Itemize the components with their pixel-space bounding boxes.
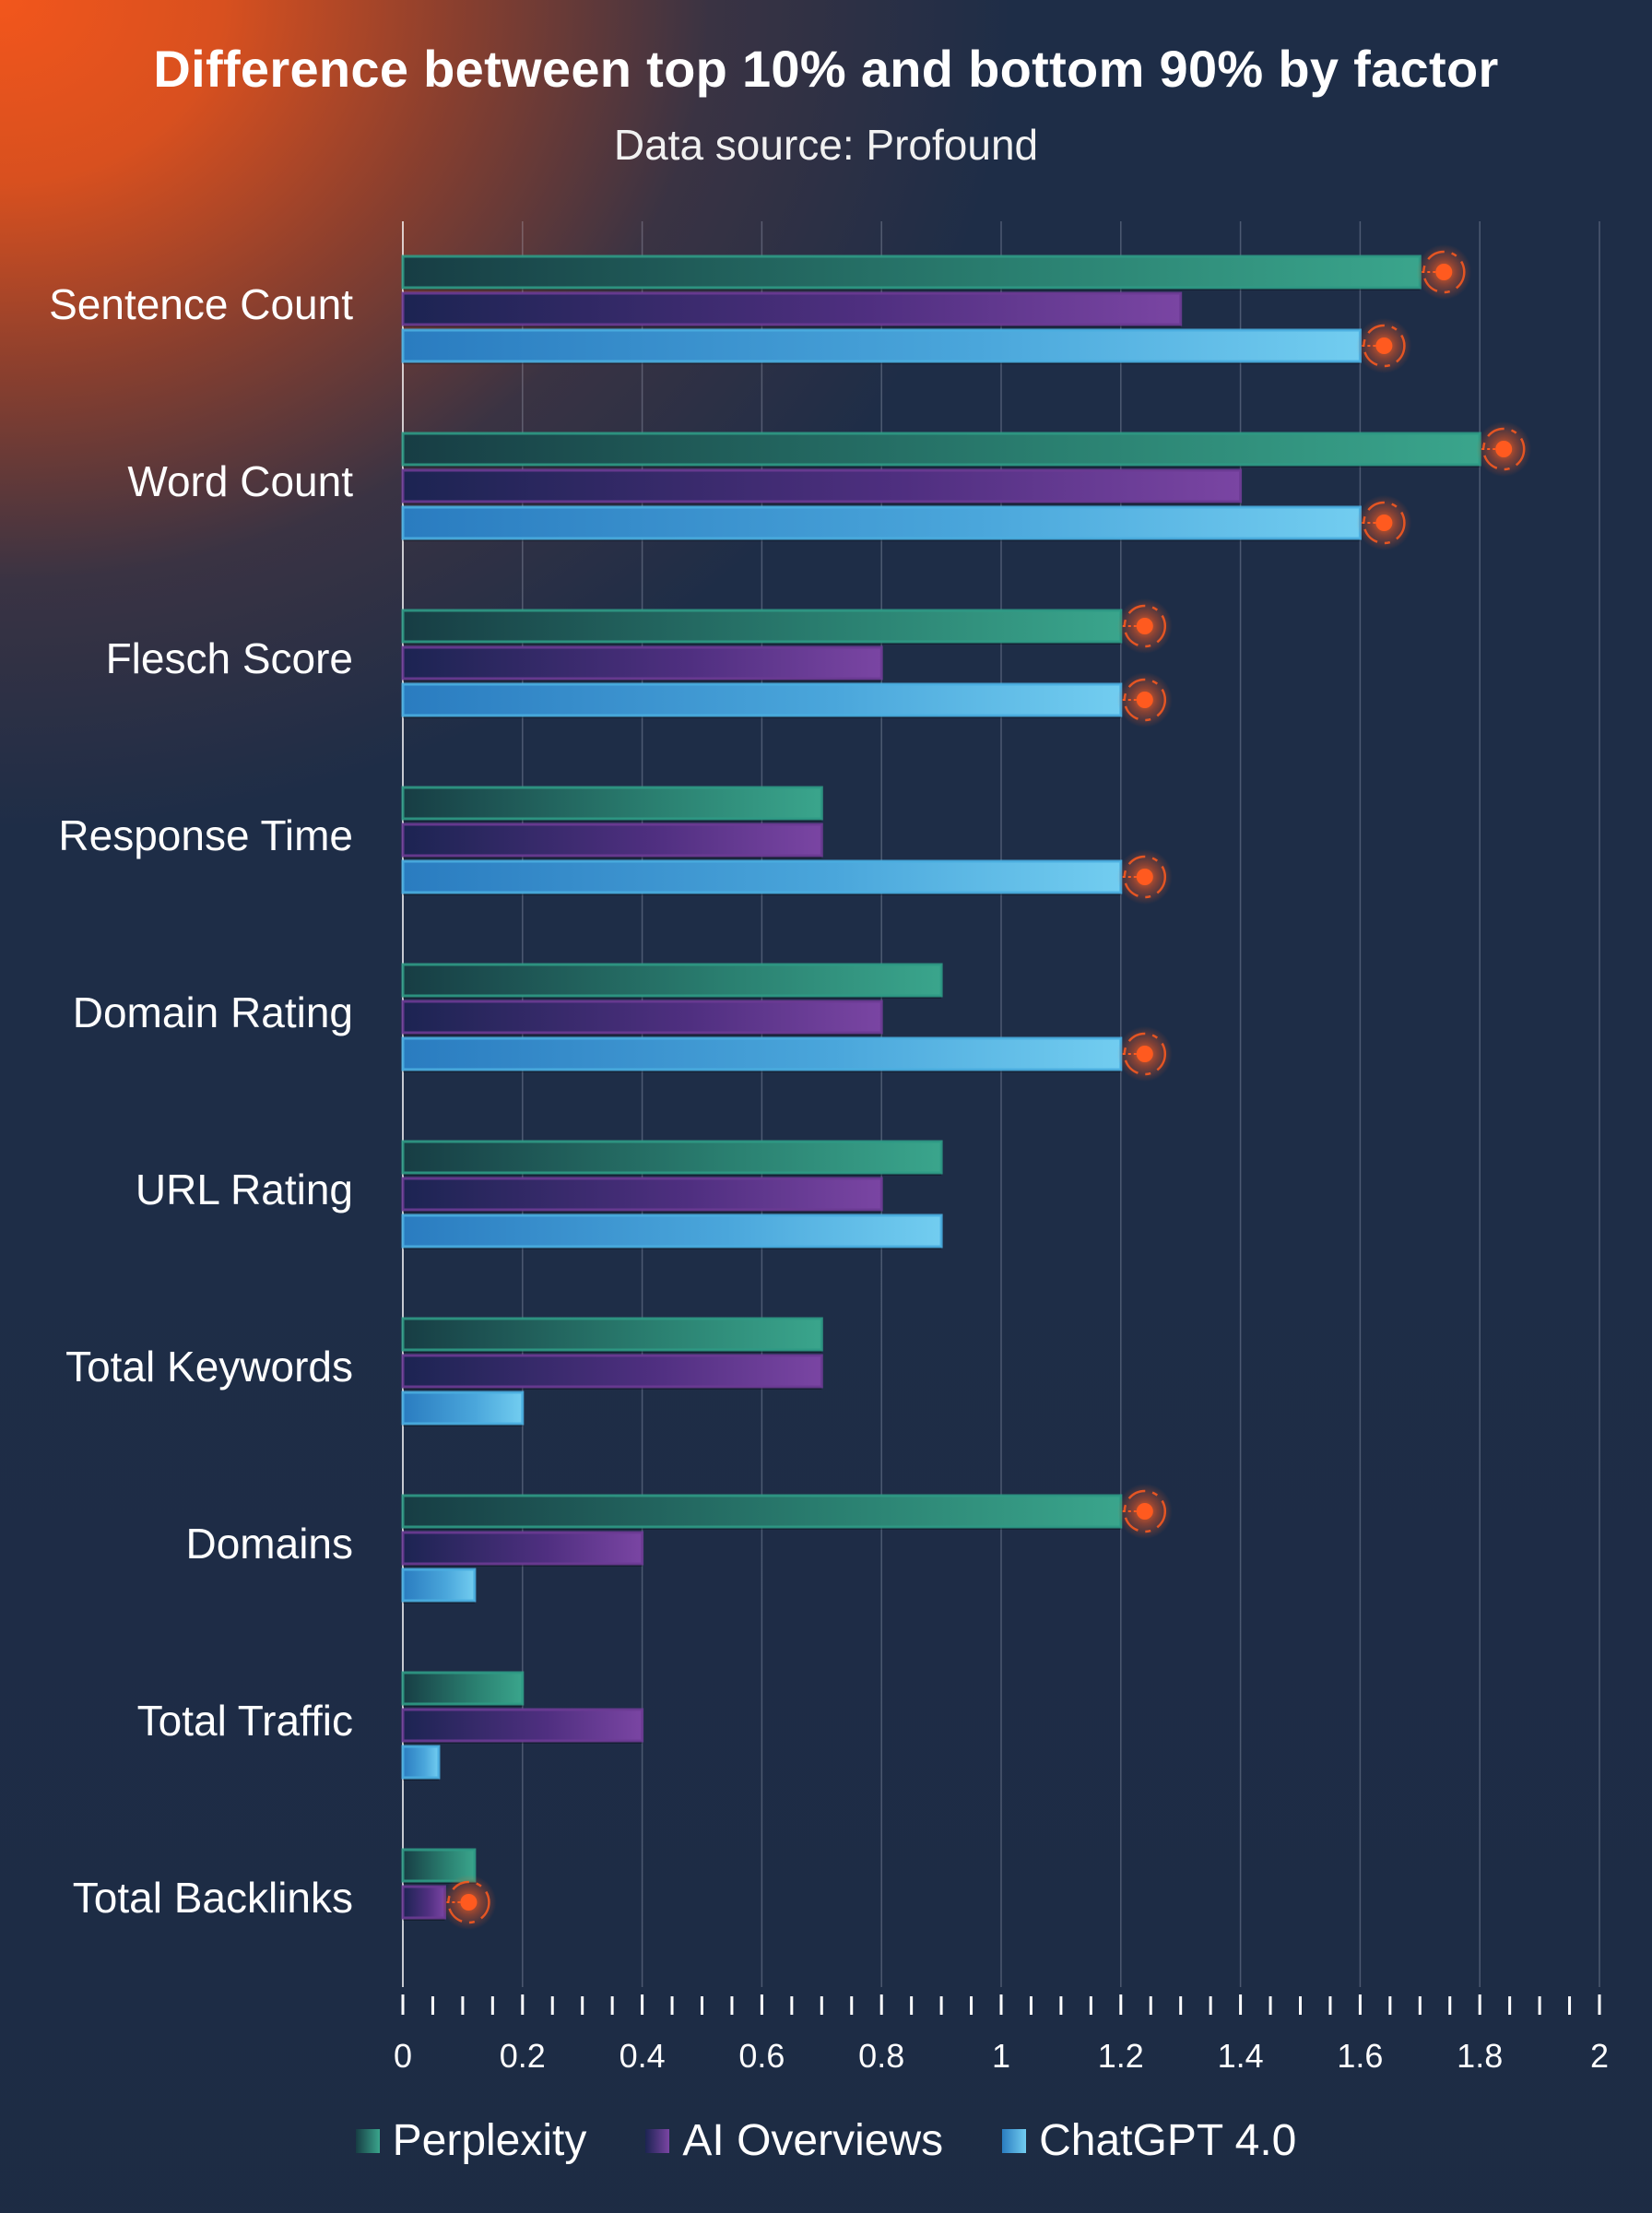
marker-ring [1422, 250, 1466, 294]
marker-dot [1495, 441, 1513, 457]
legend-label-perplexity: Perplexity [392, 2116, 587, 2165]
marker-dot [1375, 337, 1393, 354]
legend-item-ai-overviews: AI Overviews [645, 2115, 943, 2166]
highlight-marker [1116, 672, 1173, 728]
legend-label-ai-overviews: AI Overviews [682, 2116, 944, 2165]
highlight-marker [1476, 421, 1532, 477]
tick-label: 0.2 [500, 2037, 546, 2075]
bar-word-count-chatgpt-4-0 [401, 505, 1362, 540]
highlight-marker [1116, 598, 1173, 654]
legend-swatch-ai-overviews [645, 2128, 670, 2153]
highlight-marker [1116, 1484, 1173, 1539]
bar-flesch-score-ai-overviews [401, 645, 883, 680]
bar-total-keywords-ai-overviews [401, 1354, 823, 1389]
bar-response-time-perplexity [401, 786, 823, 821]
tick-label: 2 [1590, 2037, 1609, 2075]
legend: Perplexity AI Overviews ChatGPT 4.0 [0, 2115, 1652, 2166]
legend-swatch-perplexity [355, 2128, 380, 2153]
marker-dot [1136, 1046, 1153, 1062]
legend-label-chatgpt: ChatGPT 4.0 [1039, 2116, 1297, 2165]
bar-sentence-count-ai-overviews [401, 291, 1183, 326]
bar-total-keywords-perplexity [401, 1317, 823, 1352]
chart-subtitle: Data source: Profound [613, 121, 1039, 169]
bar-word-count-perplexity [401, 432, 1481, 467]
bar-domain-rating-ai-overviews [401, 1000, 883, 1035]
bar-total-keywords-chatgpt-4-0 [401, 1391, 525, 1426]
highlight-marker [1416, 244, 1472, 300]
bar-total-traffic-perplexity [401, 1671, 525, 1706]
category-label-sentence-count: Sentence Count [49, 280, 353, 328]
highlight-marker [1116, 849, 1173, 905]
marker-ring [1481, 427, 1526, 471]
bar-url-rating-perplexity [401, 1140, 943, 1175]
bar-total-backlinks-ai-overviews [401, 1885, 446, 1920]
bar-url-rating-ai-overviews [401, 1177, 883, 1212]
category-labels: Sentence Count Word Count Flesch Score Resp… [49, 280, 353, 1922]
bar-response-time-chatgpt-4-0 [401, 859, 1123, 894]
tick-label: 0 [394, 2037, 412, 2075]
bar-url-rating-chatgpt-4-0 [401, 1213, 943, 1249]
category-label-total-keywords: Total Keywords [65, 1343, 353, 1391]
marker-ring [1123, 1032, 1167, 1076]
tick-label: 0.6 [738, 2037, 785, 2075]
marker-dot [1136, 1503, 1153, 1520]
x-axis: 0 0.2 0.4 0.6 0.8 1 1.2 1.4 1.6 1.8 2 [394, 1994, 1609, 2075]
bar-sentence-count-chatgpt-4-0 [401, 328, 1362, 363]
marker-ring [1363, 501, 1406, 545]
marker-ring [447, 1880, 490, 1924]
category-label-flesch-score: Flesch Score [106, 634, 353, 682]
marker-ring [1123, 678, 1167, 722]
bar-domain-rating-chatgpt-4-0 [401, 1036, 1123, 1071]
highlight-marker [1356, 495, 1412, 550]
bar-domains-ai-overviews [401, 1531, 644, 1566]
category-label-total-backlinks: Total Backlinks [73, 1874, 353, 1922]
marker-ring [1123, 604, 1167, 648]
tick-label: 1.8 [1457, 2037, 1503, 2075]
tick-label: 0.8 [858, 2037, 904, 2075]
bar-domains-perplexity [401, 1494, 1123, 1529]
bar-total-traffic-chatgpt-4-0 [401, 1745, 441, 1780]
category-label-word-count: Word Count [127, 457, 353, 505]
category-label-domain-rating: Domain Rating [73, 988, 353, 1036]
marker-dot [1375, 515, 1393, 531]
tick-label: 1.2 [1098, 2037, 1144, 2075]
highlight-markers [441, 244, 1532, 1930]
marker-dot [460, 1894, 478, 1911]
bar-total-traffic-ai-overviews [401, 1708, 644, 1743]
bar-word-count-ai-overviews [401, 468, 1243, 503]
legend-swatch-chatgpt [1002, 2128, 1027, 2153]
legend-item-chatgpt: ChatGPT 4.0 [1002, 2115, 1296, 2166]
marker-ring [1363, 324, 1406, 368]
bar-flesch-score-perplexity [401, 609, 1123, 644]
category-label-total-traffic: Total Traffic [137, 1697, 353, 1745]
category-label-response-time: Response Time [58, 811, 353, 859]
highlight-marker [1356, 318, 1412, 373]
category-label-domains: Domains [185, 1520, 353, 1568]
marker-ring [1123, 1489, 1167, 1533]
chart-title: Difference between top 10% and bottom 90… [153, 40, 1499, 98]
bar-domain-rating-perplexity [401, 963, 943, 998]
marker-dot [1136, 869, 1153, 885]
tick-label: 1.6 [1337, 2037, 1383, 2075]
category-label-url-rating: URL Rating [136, 1166, 353, 1213]
legend-item-perplexity: Perplexity [355, 2115, 587, 2166]
highlight-marker [1116, 1026, 1173, 1082]
bar-domains-chatgpt-4-0 [401, 1568, 477, 1603]
tick-label: 1 [992, 2037, 1010, 2075]
marker-dot [1136, 692, 1153, 708]
tick-label: 0.4 [620, 2037, 666, 2075]
bar-sentence-count-perplexity [401, 254, 1422, 290]
highlight-marker [441, 1875, 497, 1930]
bars [401, 254, 1481, 1921]
marker-ring [1123, 855, 1167, 899]
bar-flesch-score-chatgpt-4-0 [401, 682, 1123, 717]
bar-response-time-ai-overviews [401, 822, 823, 858]
marker-dot [1136, 618, 1153, 634]
marker-dot [1435, 264, 1453, 280]
tick-label: 1.4 [1218, 2037, 1264, 2075]
